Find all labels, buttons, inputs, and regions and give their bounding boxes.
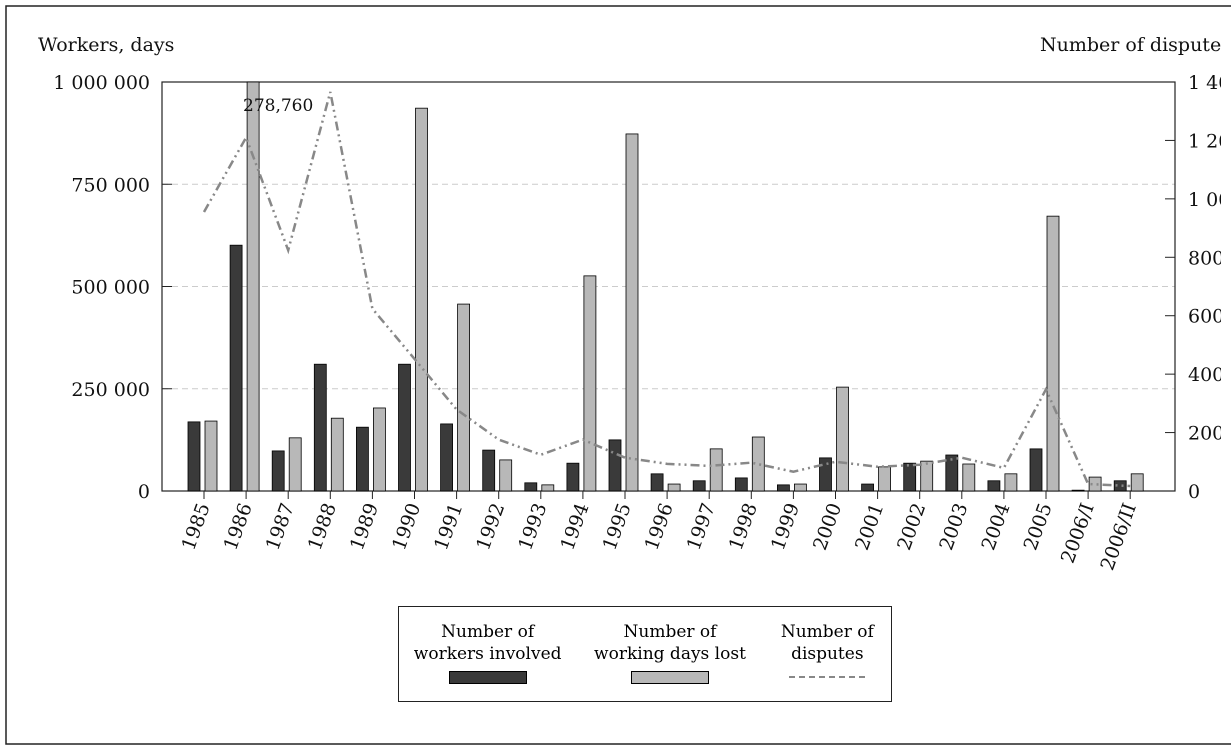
y2-tick-label: 1 400 <box>1188 72 1231 94</box>
bar <box>482 449 496 492</box>
bar <box>861 483 874 492</box>
bar <box>945 454 959 492</box>
x-tick-label: 1997 <box>683 500 720 553</box>
bar <box>1071 489 1085 492</box>
bar <box>751 436 765 492</box>
bar <box>1113 480 1127 492</box>
bar <box>187 421 201 492</box>
bar <box>878 466 891 492</box>
x-tick-label: 1998 <box>725 500 762 553</box>
bar <box>541 484 555 492</box>
bar <box>1004 473 1018 492</box>
bar <box>524 482 538 492</box>
x-tick-label: 1989 <box>346 500 383 553</box>
legend: Number of workers involved Number of work… <box>398 606 892 702</box>
bar <box>398 363 411 492</box>
y2-tick-label: 400 <box>1188 364 1224 386</box>
y-tick-label: 0 <box>138 481 150 503</box>
x-tick-label: 1996 <box>641 500 678 553</box>
bar <box>794 483 807 492</box>
bar <box>709 448 723 492</box>
legend-label: Number of disputes <box>780 622 874 664</box>
bar <box>667 483 681 492</box>
y2-tick-label: 600 <box>1188 306 1224 328</box>
y-tick-label: 250 000 <box>71 379 150 401</box>
bar <box>583 275 597 492</box>
bar <box>330 417 344 492</box>
x-tick-label: 1993 <box>514 500 551 553</box>
bar <box>566 462 580 492</box>
bar <box>608 439 622 492</box>
bar <box>499 459 513 492</box>
bar <box>229 244 243 492</box>
y2-axis-label: Number of disputes <box>1040 34 1231 56</box>
line <box>202 91 1131 488</box>
bar <box>246 81 260 492</box>
y2-tick-label: 1 000 <box>1188 189 1231 211</box>
bar <box>440 423 454 492</box>
bar <box>836 386 849 492</box>
x-tick-label: 1986 <box>220 500 257 553</box>
x-tick-label: 2004 <box>977 500 1014 553</box>
bar <box>457 303 471 492</box>
bar <box>777 484 790 492</box>
x-tick-label: 2000 <box>809 500 846 553</box>
legend-item: Number of disputes <box>777 621 877 701</box>
x-tick-label: 2006/I <box>1057 500 1099 566</box>
x-tick-label: 1987 <box>262 500 299 553</box>
y2-tick-label: 200 <box>1188 423 1224 445</box>
bar <box>962 463 976 492</box>
x-tick-label: 1991 <box>430 500 467 553</box>
x-tick-label: 2005 <box>1019 500 1056 553</box>
bar <box>271 450 285 492</box>
legend-swatch <box>630 671 709 684</box>
x-tick-label: 2002 <box>893 500 930 553</box>
x-tick-label: 2001 <box>851 500 888 553</box>
bar <box>625 133 639 492</box>
legend-item: Number of working days lost <box>590 621 750 701</box>
y2-tick-label: 0 <box>1188 481 1200 503</box>
bar <box>734 477 748 492</box>
bar <box>313 363 327 492</box>
x-tick-label: 2003 <box>935 500 972 553</box>
bar <box>650 473 664 492</box>
bar <box>903 462 917 492</box>
x-tick-label: 1995 <box>598 500 635 553</box>
legend-swatch <box>448 671 527 684</box>
bar <box>372 407 386 492</box>
x-tick-label: 1992 <box>472 500 509 553</box>
legend-swatch <box>789 676 866 678</box>
bar <box>987 480 1001 492</box>
legend-label: Number of workers involved <box>413 622 562 664</box>
x-tick-label: 1994 <box>556 500 593 553</box>
annotation: 278,760 <box>243 96 313 116</box>
legend-label: Number of working days lost <box>594 622 746 664</box>
x-tick-label: 2006/II <box>1096 500 1141 573</box>
y2-tick-label: 1 200 <box>1188 130 1231 152</box>
x-tick-label: 1985 <box>177 500 214 553</box>
x-tick-label: 1988 <box>304 500 341 553</box>
bar <box>1029 448 1043 492</box>
x-tick-label: 1990 <box>388 500 425 553</box>
x-tick-label: 1999 <box>767 500 804 553</box>
bar <box>1088 476 1102 492</box>
frame <box>5 5 1231 745</box>
bar <box>355 426 369 492</box>
y-tick-label: 1 000 000 <box>53 72 150 94</box>
y-axis-label: Workers, days <box>38 34 174 56</box>
bar <box>204 420 218 492</box>
bar <box>1046 215 1060 492</box>
bar <box>920 460 934 492</box>
y-tick-label: 500 000 <box>71 277 150 299</box>
bar <box>415 107 428 492</box>
y2-tick-label: 800 <box>1188 247 1224 269</box>
bar <box>692 480 706 492</box>
bar <box>288 437 302 492</box>
bar <box>819 457 832 492</box>
legend-item: Number of workers involved <box>413 621 563 701</box>
y-tick-label: 750 000 <box>71 174 150 196</box>
bar <box>1130 473 1144 492</box>
